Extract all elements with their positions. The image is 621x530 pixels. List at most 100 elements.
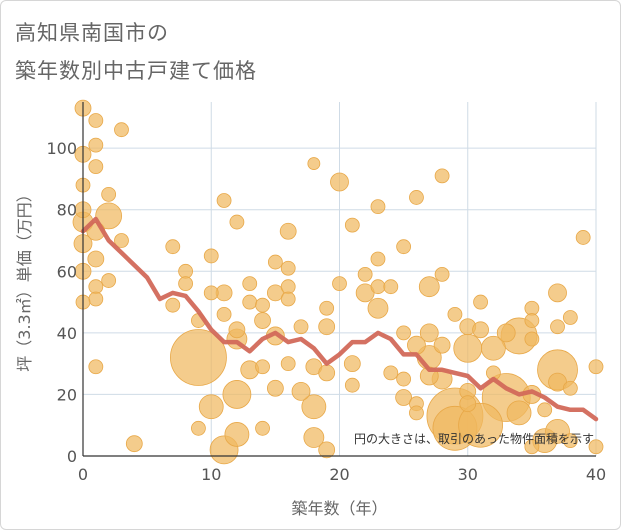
bubble-point: [434, 266, 450, 282]
bubble-point: [242, 276, 258, 292]
bubble-point: [266, 379, 284, 397]
bubble-point: [203, 248, 219, 264]
tick-labels: 0 10 20 30 40 0 20 40 60 80 100: [46, 139, 606, 484]
bubble-point: [562, 310, 578, 325]
x-axis-title: 築年数（年）: [291, 499, 387, 518]
bubble-point: [242, 294, 258, 310]
bubble-point: [588, 359, 604, 375]
bubble-point: [203, 285, 219, 301]
bubble-point: [178, 276, 194, 292]
bubble-point: [318, 441, 336, 459]
bubble-point: [88, 113, 104, 128]
bubble-point: [114, 122, 129, 138]
bubble-point: [480, 335, 506, 361]
x-tick-label: 20: [329, 465, 349, 484]
y-tick-label: 100: [46, 139, 77, 158]
bubble-point: [303, 427, 325, 448]
bubble-point: [506, 400, 532, 426]
bubble-point: [396, 239, 412, 255]
bubble-point: [453, 333, 483, 363]
chart-title-line-1: 高知県南国市の: [15, 21, 169, 45]
bubble-point: [198, 394, 224, 420]
y-tick-label: 80: [57, 201, 77, 220]
bubble-point: [548, 283, 567, 303]
bubble-point: [170, 329, 227, 386]
bubble-point: [396, 371, 412, 387]
bubble-point: [307, 157, 321, 170]
x-tick-label: 0: [78, 465, 88, 484]
bubble-point: [101, 186, 117, 202]
bubble-point: [255, 359, 270, 375]
bubble-point: [370, 279, 386, 295]
size-note: 円の大きさは、取引のあった物件面積を示す: [354, 431, 594, 446]
bubble-point: [344, 377, 360, 393]
axes: [82, 102, 596, 457]
bubble-point: [524, 331, 540, 347]
bubble-point: [459, 395, 477, 413]
bubble-point: [216, 306, 232, 322]
x-tick-label: 40: [586, 465, 606, 484]
bubble-point: [395, 389, 413, 406]
bubble-point: [267, 254, 283, 270]
bubble-point: [418, 276, 440, 298]
bubble-point: [370, 251, 386, 267]
bubble-point: [330, 172, 349, 192]
bubble-point: [332, 276, 347, 292]
bubble-point: [588, 439, 604, 455]
trend-line: [80, 216, 599, 422]
bubble-point: [318, 318, 336, 336]
bubble-point: [224, 422, 250, 447]
bubble-point: [562, 433, 578, 449]
bubble-point: [419, 323, 439, 343]
bubble-point: [550, 319, 565, 335]
y-tick-label: 40: [57, 324, 77, 343]
bubble-point: [255, 297, 270, 313]
bubble-point: [114, 233, 129, 248]
bubble-point: [562, 380, 578, 396]
bubble-point: [367, 297, 389, 319]
bubble-point: [266, 284, 284, 302]
bubble-point: [88, 359, 104, 375]
y-tick-label: 60: [57, 262, 77, 281]
bubble-point: [88, 279, 104, 295]
bubble-point: [191, 420, 206, 436]
bubble-point: [319, 300, 335, 316]
bubble-point: [472, 321, 489, 339]
bubble-point: [216, 193, 232, 208]
bubble-point: [87, 250, 105, 268]
bubble-point: [178, 263, 194, 279]
bubble-point: [343, 355, 361, 373]
bubble-point: [357, 266, 373, 282]
bubble-point: [318, 364, 336, 382]
x-tick-label: 30: [458, 465, 478, 484]
bubble-point: [458, 402, 503, 448]
bubble-point: [280, 260, 296, 276]
bubble-point: [575, 230, 591, 245]
bubble-point: [383, 279, 399, 295]
bubble-layer: [72, 99, 604, 465]
bubble-point: [101, 273, 117, 288]
bubble-point: [222, 380, 252, 409]
x-tick-label: 10: [201, 465, 221, 484]
bubble-point: [88, 291, 104, 307]
bubble-point: [165, 239, 181, 255]
bubble-point: [229, 214, 245, 230]
bubble-point: [344, 217, 360, 233]
y-axis-title: 坪（3.3㎡）単価（万円）: [15, 186, 34, 371]
bubble-point: [88, 137, 104, 153]
bubble-point: [434, 168, 450, 184]
bubble-point: [280, 291, 296, 307]
bubble-point: [537, 402, 553, 418]
bubble-point: [125, 435, 143, 453]
bubble-point: [524, 313, 540, 328]
bubble-point: [280, 279, 296, 295]
y-tick-label: 20: [57, 385, 77, 404]
bubble-point: [370, 199, 386, 215]
bubble-point: [95, 202, 123, 230]
bubble-point: [409, 190, 424, 205]
bubble-point: [165, 297, 181, 313]
bubble-point: [293, 319, 309, 335]
bubble-point: [496, 323, 516, 343]
bubble-point: [383, 365, 399, 381]
